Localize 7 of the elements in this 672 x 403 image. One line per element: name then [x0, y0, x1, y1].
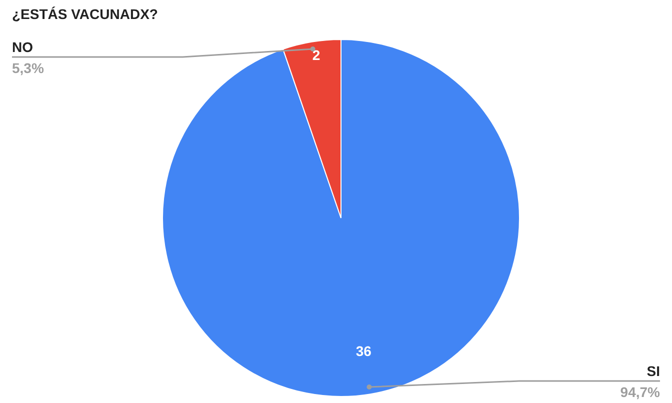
slice-label: NO [12, 39, 34, 55]
slice-label: SI [646, 363, 660, 379]
text: 94,7% [620, 384, 661, 400]
text: 5,3% [12, 60, 44, 76]
data-label: 2 [312, 46, 320, 63]
chart-title: ¿ESTÁS VACUNADX? [12, 6, 158, 22]
data-label: 36 [356, 342, 372, 359]
